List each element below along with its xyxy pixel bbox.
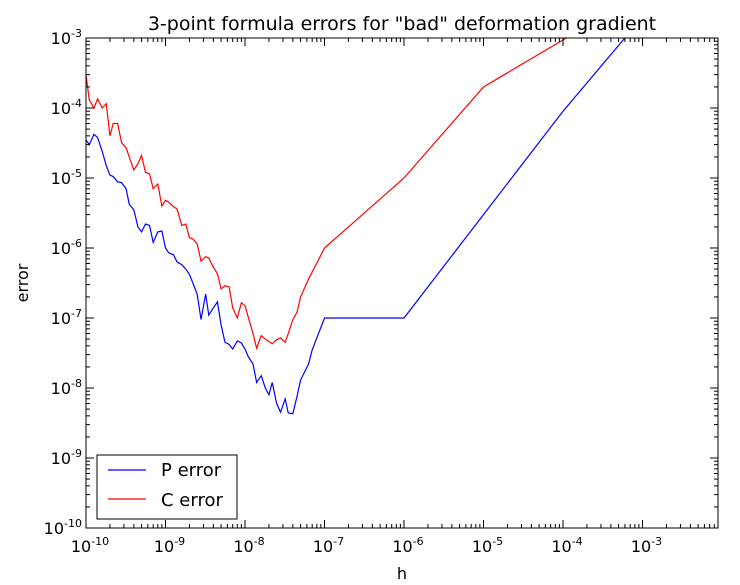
y-axis-ticks: 10-10 10-9 10-8 10-7 10-6 10-5 10-4 10-3	[44, 27, 718, 538]
x-axis-ticks: 10-10 10-9 10-8 10-7 10-6 10-5 10-4 10-3	[71, 38, 715, 556]
series-lines	[86, 38, 626, 415]
y-tick-label: 10-9	[51, 447, 82, 468]
x-tick-label: 10-8	[233, 535, 264, 556]
y-axis-label: error	[13, 263, 32, 302]
x-tick-label: 10-9	[154, 535, 185, 556]
y-tick-label: 10-7	[51, 307, 82, 328]
x-axis-label: h	[397, 564, 407, 583]
y-tick-label: 10-3	[51, 27, 82, 48]
y-tick-label: 10-4	[51, 97, 82, 118]
y-tick-label: 10-5	[51, 167, 82, 188]
x-tick-label: 10-6	[392, 535, 423, 556]
y-tick-label: 10-6	[51, 237, 82, 258]
legend: P error C error	[96, 454, 238, 520]
chart-title: 3-point formula errors for "bad" deforma…	[148, 13, 656, 35]
legend-frame	[96, 454, 238, 520]
x-tick-label: 10-10	[71, 535, 109, 556]
legend-label-p-error: P error	[161, 460, 222, 481]
y-tick-label: 10-8	[51, 377, 82, 398]
x-tick-label: 10-7	[313, 535, 344, 556]
legend-label-c-error: C error	[161, 490, 223, 511]
series-line-p-error	[86, 38, 626, 415]
x-tick-label: 10-3	[631, 535, 662, 556]
x-tick-label: 10-4	[551, 535, 582, 556]
plot-frame	[85, 37, 719, 529]
y-tick-label: 10-10	[44, 517, 82, 538]
series-line-c-error	[86, 38, 567, 351]
x-tick-label: 10-5	[472, 535, 503, 556]
